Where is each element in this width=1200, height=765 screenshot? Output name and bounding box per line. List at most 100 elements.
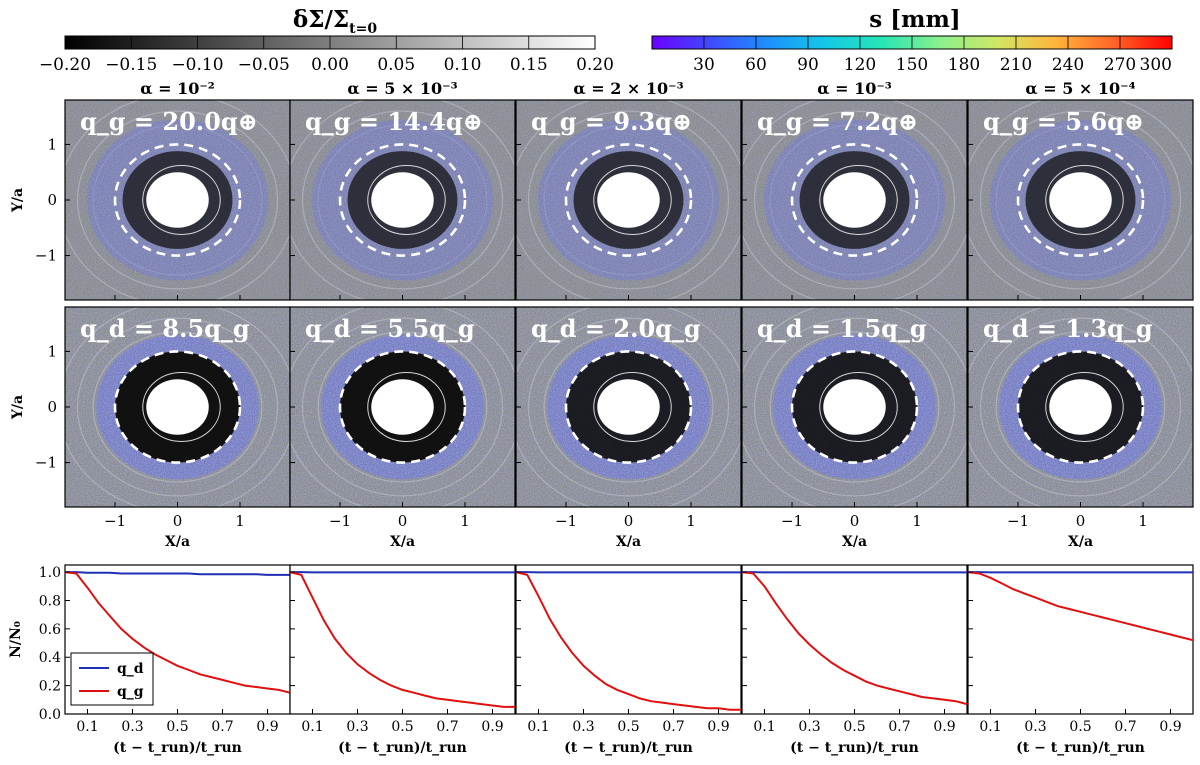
planet-orbit: [790, 143, 919, 257]
x-axis-label: (t − t_run)/t_run: [564, 740, 693, 756]
x-tick-label: 0.7: [1114, 719, 1136, 735]
x-tick-label: 1: [1138, 512, 1148, 530]
y-tick-label: 1: [47, 135, 57, 153]
x-tick-label: 0.1: [76, 719, 98, 735]
y-axis-label: N/N₀: [8, 621, 24, 658]
inner-hole: [1049, 379, 1112, 435]
inner-ring: [1045, 372, 1124, 442]
y-tick-label: −1: [35, 247, 57, 265]
x-tick-label: 0.5: [617, 719, 639, 735]
gas-mass-ratio-label: q_g = 9.3q⊕: [531, 107, 692, 136]
x-tick-label: 0: [173, 512, 183, 530]
dust-map-panel: q_d = 1.3q_g −1 0 1 X/a: [967, 306, 1194, 550]
dust-mass-ratio-label: q_d = 1.5q_g: [757, 314, 927, 343]
planet-orbit: [1016, 143, 1145, 257]
gas-map-panel: q_g = 7.2q⊕ α = 10⁻³: [741, 79, 968, 301]
x-tick-label: 0.9: [933, 719, 955, 735]
y-axis-label: Y/a: [10, 395, 26, 420]
inner-ring: [819, 372, 898, 442]
line-plot-frame: [515, 564, 742, 715]
map-image: [968, 100, 1193, 300]
gas-series-line: [64, 571, 291, 694]
map-image: [290, 307, 515, 507]
gas-series-line: [741, 571, 968, 706]
colorbar-left-tick-label: 0.20: [576, 55, 614, 75]
x-tick-label: 0: [850, 512, 860, 530]
alpha-title: α = 2 × 10⁻³: [573, 79, 683, 98]
colorbar-right-tick-label: 90: [797, 55, 819, 75]
x-tick-label: 0.3: [121, 719, 143, 735]
x-tick-label: 1: [912, 512, 922, 530]
dust-map-panel: q_d = 1.5q_g −1 0 1 X/a: [741, 306, 968, 550]
x-tick-label: 0.9: [481, 719, 503, 735]
x-tick-label: 0.5: [1069, 719, 1091, 735]
map-image: [742, 307, 967, 507]
x-tick-label: 0.9: [707, 719, 729, 735]
colorbar-right-tick-label: 60: [745, 55, 767, 75]
x-tick-label: 0.7: [888, 719, 910, 735]
inner-hole: [597, 172, 660, 228]
y-tick-label: 0.8: [39, 593, 61, 609]
line-plot-panel: 0.1 0.3 0.5 0.7 0.9 (t − t_run)/t_run: [289, 564, 516, 756]
inner-ring: [1045, 165, 1124, 235]
x-axis-label: X/a: [165, 534, 190, 550]
gas-map-panel: q_g = 5.6q⊕ α = 5 × 10⁻⁴: [967, 79, 1194, 301]
x-tick-label: 0.1: [527, 719, 549, 735]
x-axis-label: (t − t_run)/t_run: [1016, 740, 1145, 756]
dust-mass-ratio-label: q_d = 2.0q_g: [531, 314, 701, 343]
inner-ring: [142, 372, 221, 442]
x-tick-label: 0.1: [301, 719, 323, 735]
map-image: [742, 100, 967, 300]
map-image: [968, 307, 1193, 507]
x-tick-label: 0.3: [1024, 719, 1046, 735]
planet-orbit: [564, 350, 693, 464]
gas-map-panel: q_g = 20.0q⊕ 1 0 −1 Y/a α = 10⁻²: [10, 79, 291, 301]
planet-orbit: [1016, 350, 1145, 464]
colorbar-right-tick-label: 180: [948, 55, 980, 75]
dust-map-panel: q_d = 2.0q_g −1 0 1 X/a: [515, 306, 742, 550]
y-tick-label: 0: [47, 191, 57, 209]
planet-orbit: [338, 350, 467, 464]
y-tick-label: 0.2: [39, 679, 61, 695]
gas-series-line: [967, 571, 1194, 642]
colorbar-right-tick-label: 210: [1000, 55, 1032, 75]
gas-series-line: [289, 571, 515, 708]
gas-mass-ratio-label: q_g = 7.2q⊕: [757, 107, 918, 136]
line-plot-panel: 0.1 0.3 0.5 0.7 0.9 (t − t_run)/t_run: [515, 564, 742, 756]
x-tick-label: 0: [1076, 512, 1086, 530]
map-image: [516, 100, 741, 300]
gas-mass-ratio-label: q_g = 14.4q⊕: [305, 107, 483, 136]
gas-mass-ratio-label: q_g = 20.0q⊕: [80, 107, 258, 136]
line-plot-panel: 0.1 0.3 0.5 0.7 0.9 (t − t_run)/t_run: [741, 564, 968, 756]
inner-hole: [146, 172, 209, 228]
alpha-title: α = 10⁻³: [817, 79, 892, 98]
inner-hole: [146, 379, 209, 435]
planet-orbit: [113, 350, 242, 464]
dust-mass-ratio-label: q_d = 8.5q_g: [80, 314, 250, 343]
inner-hole: [1049, 172, 1112, 228]
x-tick-label: 0: [624, 512, 634, 530]
colorbar-left-tick-label: −0.05: [238, 55, 290, 75]
x-tick-label: 0.7: [436, 719, 458, 735]
colorbar-left-tick-label: 0.00: [311, 55, 349, 75]
legend-box: [70, 652, 154, 706]
inner-ring: [819, 165, 898, 235]
y-tick-label: 0.6: [39, 622, 61, 638]
planet-orbit: [790, 350, 919, 464]
line-plot-frame: [741, 564, 968, 715]
x-tick-label: −1: [555, 512, 577, 530]
inner-hole: [597, 379, 660, 435]
map-image: [516, 307, 741, 507]
x-tick-label: 0.5: [391, 719, 413, 735]
x-tick-label: 0.1: [979, 719, 1001, 735]
y-tick-label: 0.4: [39, 650, 61, 666]
inner-ring: [367, 165, 446, 235]
colorbar-left-title: δΣ/Σt=0: [293, 6, 377, 37]
x-tick-label: 0.1: [753, 719, 775, 735]
legend: q_d q_g: [70, 652, 154, 706]
map-image: [65, 100, 290, 300]
line-plot-frame: [967, 564, 1194, 715]
y-axis-label: Y/a: [10, 188, 26, 213]
inner-ring: [142, 165, 221, 235]
x-tick-label: 1: [460, 512, 470, 530]
